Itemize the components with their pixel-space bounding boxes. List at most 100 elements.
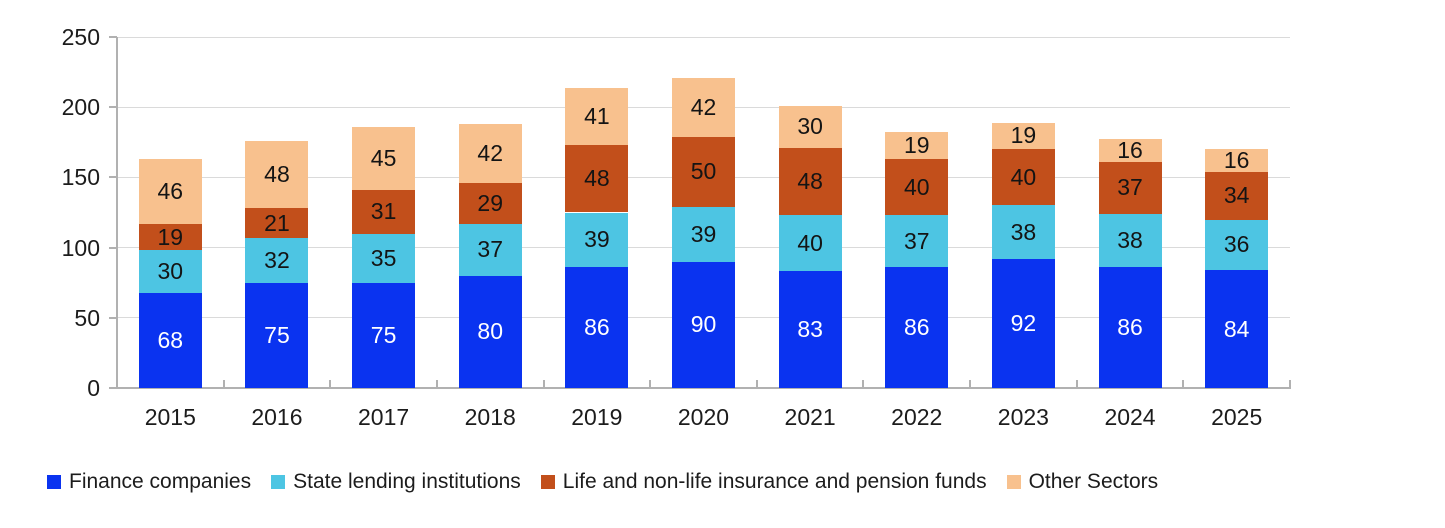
bar-value-label: 16 bbox=[1117, 137, 1143, 164]
y-axis-tick bbox=[109, 106, 117, 109]
x-axis-tick-label: 2018 bbox=[464, 404, 516, 430]
bar-value-label: 40 bbox=[797, 229, 823, 256]
bar-segment: 19 bbox=[885, 132, 949, 160]
x-axis-tick-label: 2025 bbox=[1211, 404, 1263, 430]
bar-value-label: 75 bbox=[264, 321, 290, 348]
bar-segment: 37 bbox=[1098, 161, 1162, 214]
bar-value-label: 86 bbox=[1117, 314, 1143, 341]
bar-value-label: 48 bbox=[264, 161, 290, 188]
legend-item: State lending institutions bbox=[271, 470, 521, 494]
bar-segment: 80 bbox=[458, 275, 522, 388]
y-axis-line bbox=[116, 37, 118, 388]
bar-segment: 42 bbox=[458, 124, 522, 183]
bar-segment: 39 bbox=[672, 206, 735, 262]
bar-segment: 75 bbox=[245, 282, 309, 388]
bar-value-label: 34 bbox=[1223, 182, 1250, 209]
bar-segment: 37 bbox=[885, 215, 949, 268]
bar-value-label: 38 bbox=[1010, 218, 1037, 245]
bar-value-label: 86 bbox=[584, 314, 610, 341]
bar-segment: 75 bbox=[352, 282, 416, 388]
bar-segment: 37 bbox=[458, 223, 522, 276]
legend-label: State lending institutions bbox=[293, 470, 521, 493]
bar-value-label: 45 bbox=[370, 144, 397, 171]
bar-value-label: 30 bbox=[157, 257, 184, 284]
bar-value-label: 37 bbox=[903, 227, 930, 254]
bar-value-label: 41 bbox=[584, 102, 610, 129]
bar-segment: 30 bbox=[138, 250, 202, 293]
legend-label: Life and non-life insurance and pension … bbox=[562, 470, 987, 493]
legend-swatch-icon bbox=[47, 475, 61, 489]
x-axis-tick-label: 2023 bbox=[997, 404, 1049, 430]
bar-segment: 92 bbox=[991, 258, 1055, 388]
bar-value-label: 83 bbox=[797, 316, 823, 343]
x-axis-tick-label: 2016 bbox=[251, 404, 303, 430]
x-axis-tick bbox=[649, 380, 652, 387]
legend-label: Other Sectors bbox=[1028, 470, 1159, 493]
bar-value-label: 19 bbox=[1010, 122, 1037, 149]
bar-segment: 68 bbox=[138, 292, 202, 388]
bar-value-label: 40 bbox=[1010, 163, 1037, 190]
bar-segment: 19 bbox=[991, 122, 1055, 150]
y-axis-tick bbox=[109, 176, 117, 179]
bar-value-label: 86 bbox=[903, 314, 930, 341]
bar-value-label: 30 bbox=[797, 113, 823, 140]
legend-item: Finance companies bbox=[47, 470, 251, 494]
grid-line bbox=[117, 36, 1290, 38]
y-axis-tick bbox=[109, 246, 117, 249]
x-axis-tick bbox=[116, 380, 118, 387]
bar-value-label: 32 bbox=[264, 246, 290, 273]
bar-segment: 36 bbox=[1205, 219, 1269, 271]
bar-segment: 31 bbox=[352, 190, 416, 234]
bar-value-label: 50 bbox=[690, 158, 717, 185]
bar-segment: 30 bbox=[778, 105, 842, 148]
bar-value-label: 37 bbox=[1117, 174, 1143, 201]
y-axis-tick bbox=[109, 36, 117, 38]
bar-value-label: 42 bbox=[477, 140, 504, 167]
bar-value-label: 68 bbox=[157, 326, 184, 353]
x-axis-tick bbox=[329, 380, 332, 387]
bar-value-label: 48 bbox=[797, 168, 823, 195]
bar-segment: 16 bbox=[1205, 149, 1269, 172]
y-axis-tick-label: 150 bbox=[61, 164, 100, 191]
bar-segment: 38 bbox=[991, 205, 1055, 259]
bar-segment: 38 bbox=[1098, 213, 1162, 268]
bar-value-label: 38 bbox=[1117, 227, 1143, 254]
bar-value-label: 39 bbox=[584, 226, 610, 253]
bar-value-label: 31 bbox=[370, 198, 397, 225]
bar-segment: 86 bbox=[1098, 267, 1162, 388]
bar-segment: 84 bbox=[1205, 270, 1269, 388]
x-axis-tick-label: 2024 bbox=[1104, 404, 1156, 430]
bar-segment: 19 bbox=[138, 223, 202, 251]
bar-value-label: 46 bbox=[157, 177, 184, 204]
legend-swatch-icon bbox=[271, 475, 286, 489]
bar-segment: 46 bbox=[138, 159, 202, 224]
bar-segment: 32 bbox=[245, 237, 309, 283]
bar-segment: 48 bbox=[565, 145, 629, 213]
x-axis-tick bbox=[542, 380, 545, 387]
x-axis-tick bbox=[862, 380, 865, 387]
x-axis-tick bbox=[1075, 380, 1078, 387]
bar-segment: 50 bbox=[672, 136, 735, 207]
bar-segment: 35 bbox=[352, 233, 416, 283]
bar-segment: 48 bbox=[778, 147, 842, 216]
bar-segment: 83 bbox=[778, 271, 842, 388]
bar-segment: 34 bbox=[1205, 171, 1269, 220]
bar-segment: 90 bbox=[672, 261, 735, 388]
bar-segment: 40 bbox=[778, 215, 842, 272]
bar-value-label: 21 bbox=[264, 209, 290, 236]
bar-segment: 41 bbox=[565, 87, 629, 146]
bar-value-label: 19 bbox=[903, 132, 930, 159]
bar-value-label: 39 bbox=[690, 220, 717, 247]
y-axis-tick-label: 200 bbox=[61, 94, 100, 121]
y-axis-tick bbox=[109, 387, 117, 389]
y-axis-tick-label: 50 bbox=[74, 304, 100, 331]
bar-value-label: 37 bbox=[477, 236, 504, 263]
x-axis-tick-label: 2021 bbox=[784, 404, 836, 430]
y-axis-tick-label: 100 bbox=[61, 234, 100, 261]
bar-segment: 29 bbox=[458, 183, 522, 224]
x-axis-tick bbox=[1182, 380, 1185, 387]
bar-segment: 42 bbox=[672, 77, 735, 137]
legend-label: Finance companies bbox=[69, 470, 252, 493]
bar-segment: 39 bbox=[565, 212, 629, 268]
